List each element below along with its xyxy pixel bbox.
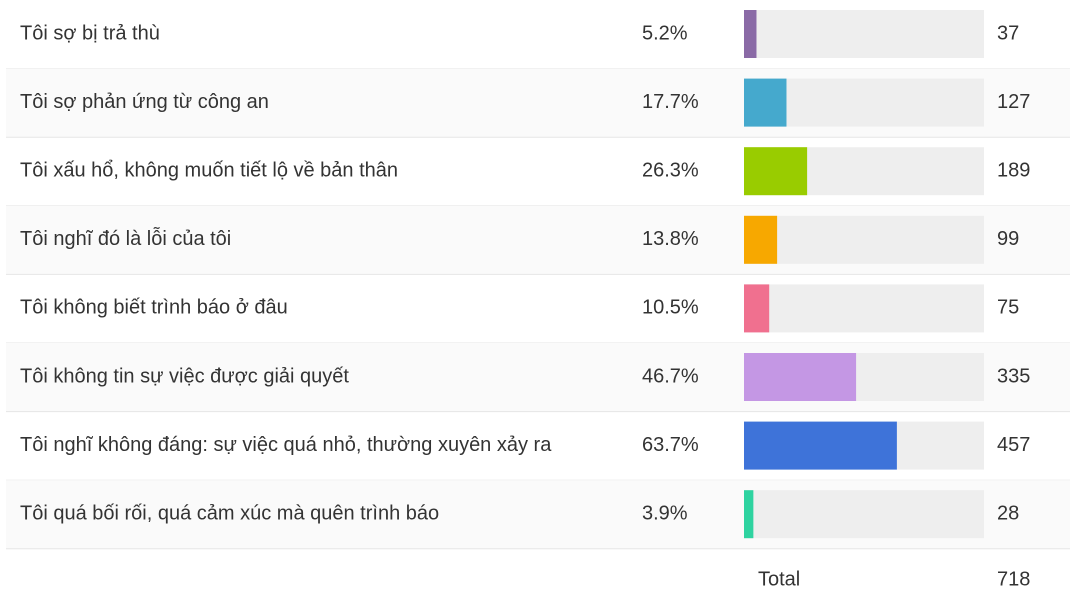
- percent-label: 17.7%: [642, 91, 699, 113]
- percent-label: 10.5%: [642, 297, 699, 319]
- bar-track: [744, 490, 984, 539]
- category-label: Tôi nghĩ không đáng: sự việc quá nhỏ, th…: [20, 434, 552, 456]
- total-label: Total: [758, 568, 800, 590]
- category-label: Tôi quá bối rối, quá cảm xúc mà quên trì…: [20, 502, 439, 524]
- percent-label: 26.3%: [642, 159, 699, 181]
- bar-track: [744, 10, 984, 58]
- bar-track: [744, 215, 984, 264]
- percent-label: 3.9%: [642, 502, 688, 524]
- percent-label: 13.8%: [642, 228, 699, 250]
- bar: [744, 78, 787, 127]
- percent-label: 63.7%: [642, 434, 699, 456]
- category-label: Tôi không tin sự việc được giải quyết: [20, 365, 349, 387]
- bar: [744, 10, 757, 58]
- bar: [744, 353, 857, 401]
- count-label: 189: [997, 159, 1030, 181]
- count-label: 37: [997, 22, 1019, 44]
- category-label: Tôi không biết trình báo ở đâu: [20, 297, 288, 319]
- category-label: Tôi sợ bị trả thù: [20, 22, 160, 44]
- count-label: 127: [997, 91, 1030, 113]
- category-label: Tôi nghĩ đó là lỗi của tôi: [20, 227, 231, 250]
- count-label: 457: [997, 434, 1030, 456]
- count-label: 75: [997, 297, 1019, 319]
- count-label: 28: [997, 502, 1019, 524]
- count-label: 99: [997, 228, 1019, 250]
- category-label: Tôi sợ phản ứng từ công an: [20, 91, 269, 113]
- total-value: 718: [997, 568, 1030, 590]
- bar: [744, 490, 754, 539]
- bar: [744, 147, 808, 196]
- count-label: 335: [997, 365, 1030, 387]
- bar: [744, 215, 778, 264]
- category-label: Tôi xấu hổ, không muốn tiết lộ về bản th…: [20, 159, 398, 181]
- percent-label: 46.7%: [642, 365, 699, 387]
- percent-label: 5.2%: [642, 22, 688, 44]
- bar: [744, 421, 897, 470]
- bar-track: [744, 284, 984, 333]
- bar: [744, 284, 770, 333]
